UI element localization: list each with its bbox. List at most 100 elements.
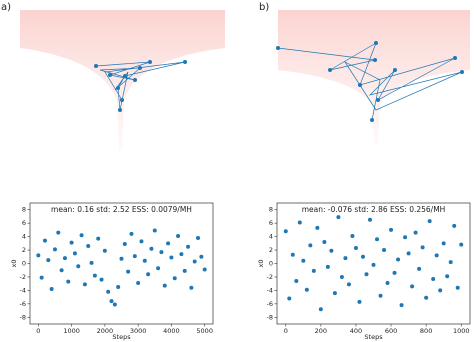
point [346, 282, 351, 287]
point [315, 225, 320, 230]
point [297, 220, 302, 225]
point [156, 266, 161, 271]
x-tick-label: 400 [350, 327, 362, 335]
point [189, 285, 194, 290]
y-tick-label: 0 [22, 260, 26, 268]
point [371, 262, 376, 267]
point [403, 235, 408, 240]
point [89, 260, 94, 265]
point [417, 266, 422, 271]
point [62, 256, 67, 261]
point [424, 295, 429, 300]
x-tick-label: 2000 [97, 327, 114, 335]
point [92, 273, 97, 278]
point [332, 291, 337, 296]
point [159, 250, 164, 255]
point [132, 254, 137, 259]
point [311, 268, 316, 273]
point [69, 240, 74, 245]
point [392, 270, 397, 275]
y-tick-label: -4 [267, 286, 273, 294]
point [122, 242, 127, 247]
point [301, 258, 306, 263]
point [79, 233, 84, 238]
point [76, 264, 81, 269]
funnel-a [20, 10, 225, 150]
point [202, 267, 207, 272]
point [99, 277, 104, 282]
point [434, 253, 439, 258]
y-tick-label: 4 [269, 233, 273, 241]
point [459, 242, 464, 247]
point [112, 302, 117, 307]
point [116, 285, 121, 290]
x-tick-label: 3000 [130, 327, 147, 335]
point [136, 280, 141, 285]
x-tick-label: 0 [36, 327, 40, 335]
point [410, 284, 415, 289]
point [375, 237, 380, 242]
point [146, 272, 151, 277]
point [72, 251, 77, 256]
x-tick-label: 5000 [196, 327, 213, 335]
x-tick-label: 200 [315, 327, 327, 335]
point [152, 228, 157, 233]
point [36, 253, 41, 258]
point [56, 230, 61, 235]
x-axis-label: Steps [112, 333, 131, 341]
annotation: mean: 0.16 std: 2.52 ESS: 0.0079/MH [51, 205, 192, 214]
point [182, 268, 187, 273]
point [287, 296, 292, 301]
panel-label: a) [1, 2, 11, 13]
point [431, 276, 436, 281]
point [49, 287, 54, 292]
panel-label: b) [259, 2, 269, 13]
point [322, 239, 327, 244]
point [162, 283, 167, 288]
y-tick-label: -8 [20, 313, 26, 321]
y-tick-label: 2 [269, 246, 273, 254]
point [427, 219, 432, 224]
point [343, 256, 348, 261]
point [86, 244, 91, 249]
funnel-b [276, 10, 470, 145]
point [367, 217, 372, 222]
point [385, 280, 390, 285]
point [142, 258, 147, 263]
point [52, 247, 57, 252]
point [129, 231, 134, 236]
point [382, 248, 387, 253]
y-tick-label: 0 [269, 260, 273, 268]
point [318, 307, 323, 312]
x-tick-label: 600 [385, 327, 397, 335]
y-tick-label: 8 [269, 206, 273, 214]
x-tick-label: 0 [284, 327, 288, 335]
y-tick-label: 6 [269, 219, 273, 227]
point [139, 239, 144, 244]
point [308, 243, 313, 248]
point [441, 241, 446, 246]
y-tick-label: 4 [22, 233, 26, 241]
point [339, 274, 344, 279]
y-tick-label: -2 [20, 273, 26, 281]
y-tick-label: 8 [22, 206, 26, 214]
point [192, 259, 197, 264]
point [452, 223, 457, 228]
y-tick-label: 6 [22, 219, 26, 227]
point [126, 269, 131, 274]
point [329, 248, 334, 253]
x-axis-label: Steps [364, 333, 383, 341]
point [176, 233, 181, 238]
point [357, 299, 362, 304]
point [179, 252, 184, 257]
point [66, 279, 71, 284]
point [438, 288, 443, 293]
point [290, 252, 295, 257]
point [399, 303, 404, 308]
point [169, 255, 174, 260]
point [353, 246, 358, 251]
point [149, 246, 154, 251]
point [199, 254, 204, 259]
